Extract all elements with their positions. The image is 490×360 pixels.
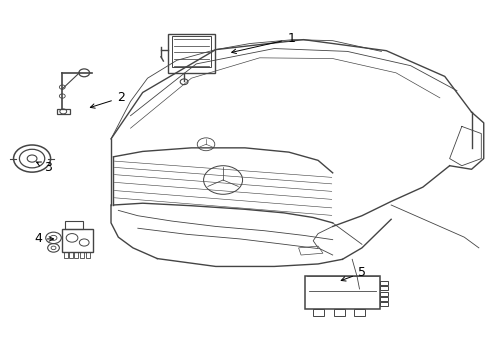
- Bar: [305, 276, 380, 309]
- Text: 3: 3: [37, 161, 51, 174]
- Bar: [69, 252, 73, 258]
- Bar: [380, 292, 388, 296]
- Bar: [62, 229, 94, 252]
- Bar: [64, 252, 68, 258]
- Bar: [86, 252, 90, 258]
- Bar: [172, 36, 211, 67]
- Text: 2: 2: [90, 91, 124, 108]
- Bar: [80, 252, 84, 258]
- Bar: [380, 282, 388, 285]
- Bar: [380, 297, 388, 301]
- Bar: [334, 309, 344, 316]
- Bar: [74, 252, 78, 258]
- Text: 4: 4: [34, 233, 53, 246]
- Bar: [380, 302, 388, 306]
- Bar: [380, 287, 388, 290]
- Bar: [168, 33, 215, 73]
- Text: 5: 5: [341, 266, 366, 281]
- Bar: [65, 221, 83, 229]
- Bar: [354, 309, 365, 316]
- Text: 1: 1: [232, 32, 295, 54]
- Bar: [314, 309, 324, 316]
